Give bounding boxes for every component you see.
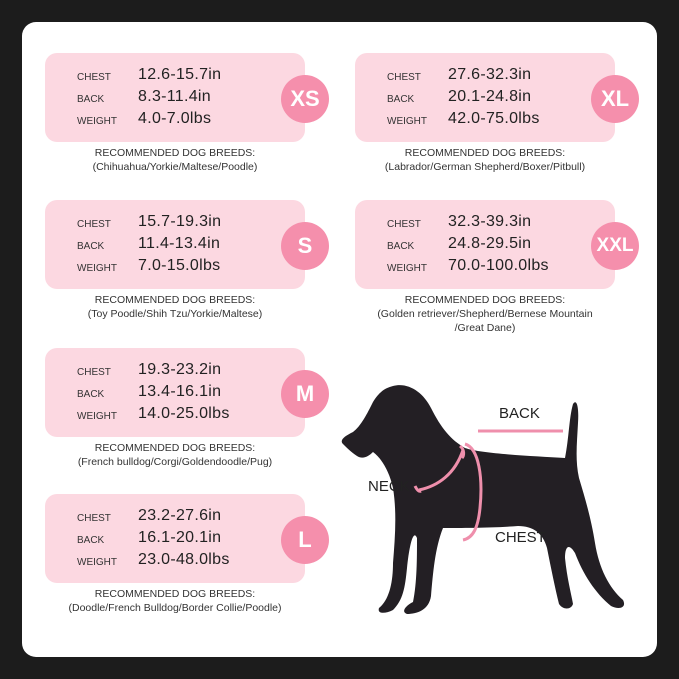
size-badge: S — [281, 222, 329, 270]
neck-label: NECK — [368, 478, 410, 495]
weight-value: 23.0-48.0lbs — [138, 551, 230, 568]
size-card: CHEST 32.3-39.3in BACK 24.8-29.5in WEIGH… — [355, 200, 615, 289]
recommended-breeds: RECOMMENDED DOG BREEDS: (Chihuahua/Yorkie… — [45, 146, 305, 174]
back-value: 16.1-20.1in — [138, 529, 222, 546]
size-badge: M — [281, 370, 329, 418]
breed-list: (Golden retriever/Shepherd/Bernese Mount… — [377, 308, 593, 320]
back-value: 13.4-16.1in — [138, 383, 222, 400]
breed-list: (Toy Poodle/Shih Tzu/Yorkie/Maltese) — [87, 308, 263, 320]
breed-list: (Labrador/German Shepherd/Boxer/Pitbull) — [384, 161, 586, 173]
size-badge: XL — [591, 75, 639, 123]
chest-value: 15.7-19.3in — [138, 213, 222, 230]
back-label: BACK — [499, 405, 540, 422]
chest-label: CHEST — [77, 367, 111, 378]
back-label: BACK — [77, 389, 105, 400]
weight-value: 7.0-15.0lbs — [138, 257, 221, 274]
recommended-breeds: RECOMMENDED DOG BREEDS: (Toy Poodle/Shih … — [45, 293, 305, 321]
dog-silhouette-icon — [341, 385, 625, 614]
weight-label: WEIGHT — [77, 557, 117, 568]
recommended-breeds: RECOMMENDED DOG BREEDS: (French bulldog/C… — [45, 441, 305, 469]
size-badge: XXL — [591, 222, 639, 270]
recommended-heading: RECOMMENDED DOG BREEDS: — [404, 147, 566, 159]
chest-label: CHEST — [77, 72, 111, 83]
dog-measurement-diagram: BACK NECK CHEST — [333, 378, 643, 628]
chest-label: CHEST — [77, 219, 111, 230]
weight-value: 42.0-75.0lbs — [448, 110, 540, 127]
weight-value: 70.0-100.0lbs — [448, 257, 549, 274]
recommended-breeds: RECOMMENDED DOG BREEDS: (Doodle/French Bu… — [45, 587, 305, 615]
size-badge: XS — [281, 75, 329, 123]
chest-label: CHEST — [387, 72, 421, 83]
recommended-breeds: RECOMMENDED DOG BREEDS: (Golden retriever… — [355, 293, 615, 335]
recommended-heading: RECOMMENDED DOG BREEDS: — [94, 294, 256, 306]
back-label: BACK — [77, 241, 105, 252]
recommended-heading: RECOMMENDED DOG BREEDS: — [94, 442, 256, 454]
back-label: BACK — [77, 94, 105, 105]
back-label: BACK — [77, 535, 105, 546]
weight-value: 14.0-25.0lbs — [138, 405, 230, 422]
weight-label: WEIGHT — [387, 263, 427, 274]
recommended-heading: RECOMMENDED DOG BREEDS: — [404, 294, 566, 306]
size-card: CHEST 15.7-19.3in BACK 11.4-13.4in WEIGH… — [45, 200, 305, 289]
recommended-heading: RECOMMENDED DOG BREEDS: — [94, 147, 256, 159]
weight-value: 4.0-7.0lbs — [138, 110, 212, 127]
breed-list: /Great Dane) — [454, 322, 516, 334]
back-label: BACK — [387, 241, 415, 252]
back-value: 24.8-29.5in — [448, 235, 532, 252]
recommended-breeds: RECOMMENDED DOG BREEDS: (Labrador/German … — [355, 146, 615, 174]
back-value: 8.3-11.4in — [138, 88, 211, 105]
chest-label: CHEST — [77, 513, 111, 524]
size-card: CHEST 12.6-15.7in BACK 8.3-11.4in WEIGHT… — [45, 53, 305, 142]
chest-value: 12.6-15.7in — [138, 66, 222, 83]
chest-value: 32.3-39.3in — [448, 213, 532, 230]
recommended-heading: RECOMMENDED DOG BREEDS: — [94, 588, 256, 600]
back-value: 11.4-13.4in — [138, 235, 221, 252]
size-card: CHEST 23.2-27.6in BACK 16.1-20.1in WEIGH… — [45, 494, 305, 583]
weight-label: WEIGHT — [77, 411, 117, 422]
back-value: 20.1-24.8in — [448, 88, 532, 105]
breed-list: (French bulldog/Corgi/Goldendoodle/Pug) — [77, 456, 273, 468]
back-label: BACK — [387, 94, 415, 105]
weight-label: WEIGHT — [77, 263, 117, 274]
breed-list: (Chihuahua/Yorkie/Maltese/Poodle) — [92, 161, 258, 173]
chest-value: 19.3-23.2in — [138, 361, 222, 378]
breed-list: (Doodle/French Bulldog/Border Collie/Poo… — [68, 602, 282, 614]
size-card: CHEST 19.3-23.2in BACK 13.4-16.1in WEIGH… — [45, 348, 305, 437]
size-badge: L — [281, 516, 329, 564]
chest-value: 27.6-32.3in — [448, 66, 532, 83]
chest-label: CHEST — [387, 219, 421, 230]
weight-label: WEIGHT — [77, 116, 117, 127]
weight-label: WEIGHT — [387, 116, 427, 127]
chest-label: CHEST — [495, 529, 546, 546]
chest-value: 23.2-27.6in — [138, 507, 222, 524]
size-card: CHEST 27.6-32.3in BACK 20.1-24.8in WEIGH… — [355, 53, 615, 142]
